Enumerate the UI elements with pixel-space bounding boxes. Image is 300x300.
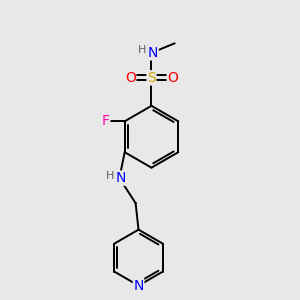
Text: N: N [116,171,126,185]
Text: methyl: methyl [176,42,181,44]
Text: O: O [167,71,178,85]
Text: O: O [125,71,136,85]
Text: N: N [148,46,158,60]
Text: H: H [106,171,114,182]
Text: N: N [133,279,144,292]
Text: F: F [102,114,110,128]
Text: H: H [138,46,146,56]
Text: S: S [147,71,156,85]
